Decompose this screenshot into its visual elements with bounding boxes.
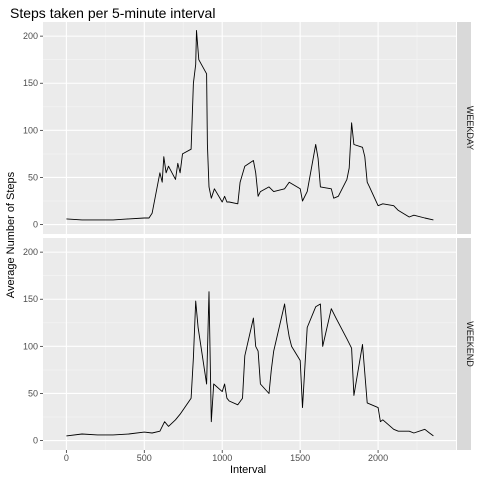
y-axis-title: Average Number of Steps — [5, 171, 17, 298]
y-tick-label: 150 — [23, 78, 38, 88]
chart-title: Steps taken per 5-minute interval — [10, 5, 215, 21]
facet-strip — [457, 238, 471, 450]
y-tick-label: 150 — [23, 294, 38, 304]
facet-strip-label: WEEKEND — [465, 321, 475, 367]
series-line-weekday — [66, 30, 434, 221]
series-line-weekend — [66, 291, 434, 437]
y-tick-label: 50 — [28, 388, 38, 398]
panel-background — [43, 238, 456, 450]
y-tick-label: 50 — [28, 172, 38, 182]
y-tick-label: 100 — [23, 125, 38, 135]
panels-layer: 0 50 100 150 200 WEEKDAY 0 50 100 150 200 WEEKEND 0 5… — [23, 22, 475, 463]
x-tick-label: 2000 — [368, 453, 388, 463]
panel-weekend: 0 50 100 150 200 WEEKEND — [23, 238, 475, 450]
x-axis-title: Interval — [230, 464, 266, 476]
y-tick-label: 0 — [33, 220, 38, 230]
x-tick-label: 0 — [64, 453, 69, 463]
y-tick-label: 200 — [23, 247, 38, 257]
facet-strip — [457, 22, 471, 234]
facet-strip-label: WEEKDAY — [465, 106, 475, 150]
y-tick-label: 100 — [23, 341, 38, 351]
y-tick-label: 0 — [33, 436, 38, 446]
panel-weekday: 0 50 100 150 200 WEEKDAY — [23, 22, 475, 234]
panel-background — [43, 22, 456, 234]
x-tick-label: 1000 — [212, 453, 232, 463]
y-tick-label: 200 — [23, 31, 38, 41]
x-tick-label: 500 — [137, 453, 152, 463]
x-tick-label: 1500 — [290, 453, 310, 463]
